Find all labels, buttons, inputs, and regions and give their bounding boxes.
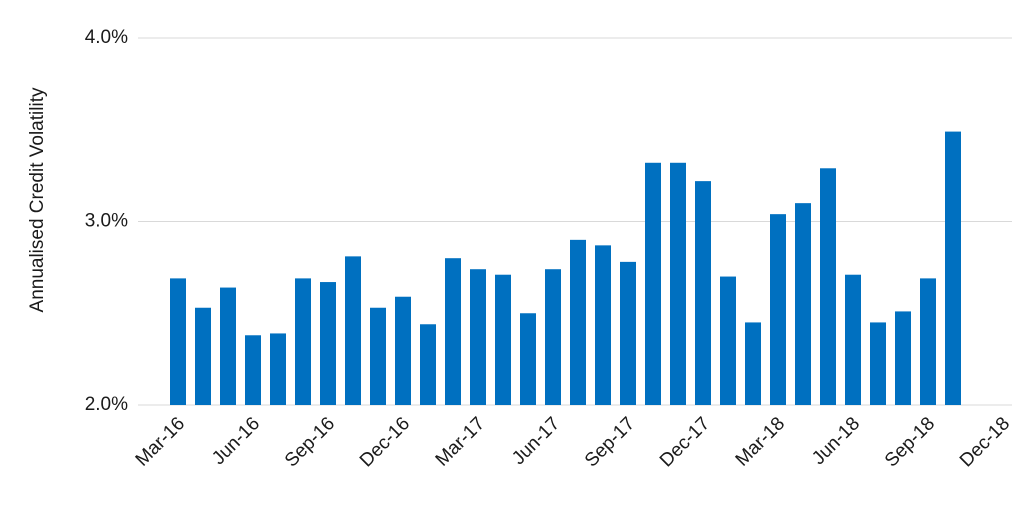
y-tick-label: 3.0% [85,211,128,232]
bar [520,313,536,405]
bar [195,307,211,405]
bar [620,261,636,405]
bar [670,162,686,405]
x-tick-label: Mar-17 [432,413,489,470]
bar [845,274,861,405]
bar [720,276,736,405]
bar [420,324,436,405]
bar [470,269,486,405]
x-tick-label: Jun-17 [508,413,564,469]
bar [395,296,411,405]
bar [795,203,811,405]
x-tick-label: Mar-16 [132,413,189,470]
bar [820,168,836,405]
bar [870,322,886,405]
bar [695,181,711,405]
bar [320,282,336,405]
x-tick-label: Mar-18 [732,413,789,470]
bar [220,287,236,405]
bar [545,269,561,405]
bar [920,278,936,405]
bar [295,278,311,405]
bar [945,131,961,405]
bar [270,333,286,405]
y-tick-label: 4.0% [85,27,128,48]
y-axis-label: Annualised Credit Volatility [27,87,48,312]
x-tick-label: Dec-17 [656,413,714,471]
x-tick-label: Sep-17 [581,413,639,471]
bar [495,274,511,405]
bar [570,239,586,405]
bar [345,256,361,405]
x-tick-label: Sep-18 [881,413,939,471]
x-tick-label: Jun-16 [208,413,264,469]
bar [595,245,611,405]
bar [895,311,911,405]
x-tick-label: Sep-16 [281,413,339,471]
bar [170,278,186,405]
x-tick-label: Dec-18 [956,413,1014,471]
bar [370,307,386,405]
bar [745,322,761,405]
bar [245,335,261,405]
x-tick-label: Jun-18 [808,413,864,469]
x-tick-label: Dec-16 [356,413,414,471]
bar [645,162,661,405]
y-tick-label: 2.0% [85,394,128,415]
bar [770,214,786,405]
bar [445,258,461,405]
